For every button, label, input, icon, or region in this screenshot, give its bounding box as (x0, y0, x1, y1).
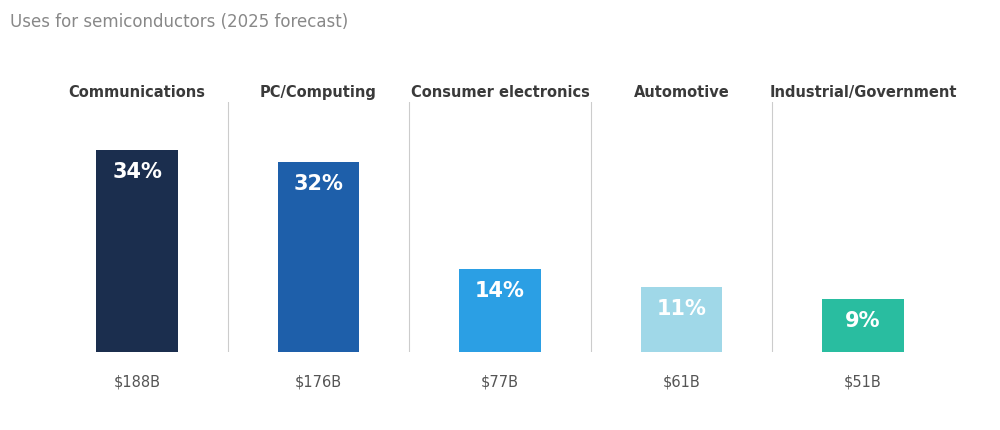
Bar (459, 270, 541, 353)
Text: $61B: $61B (663, 373, 700, 388)
Text: 11%: 11% (657, 298, 706, 318)
Text: $176B: $176B (295, 373, 342, 388)
Text: Communications: Communications (69, 85, 206, 100)
Text: $51B: $51B (844, 373, 882, 388)
Bar (822, 299, 904, 353)
Bar (278, 163, 359, 353)
Text: 34%: 34% (112, 161, 162, 181)
Text: Automotive: Automotive (634, 85, 729, 100)
Text: Industrial/Government: Industrial/Government (769, 85, 957, 100)
Text: Uses for semiconductors (2025 forecast): Uses for semiconductors (2025 forecast) (10, 13, 348, 31)
Text: PC/Computing: PC/Computing (260, 85, 377, 100)
Text: 9%: 9% (845, 310, 881, 330)
Text: $188B: $188B (114, 373, 161, 388)
Text: Consumer electronics: Consumer electronics (411, 85, 589, 100)
Bar (641, 287, 722, 353)
Text: $77B: $77B (481, 373, 519, 388)
Text: 14%: 14% (475, 280, 525, 300)
Text: 32%: 32% (294, 173, 343, 193)
Bar (96, 150, 178, 353)
